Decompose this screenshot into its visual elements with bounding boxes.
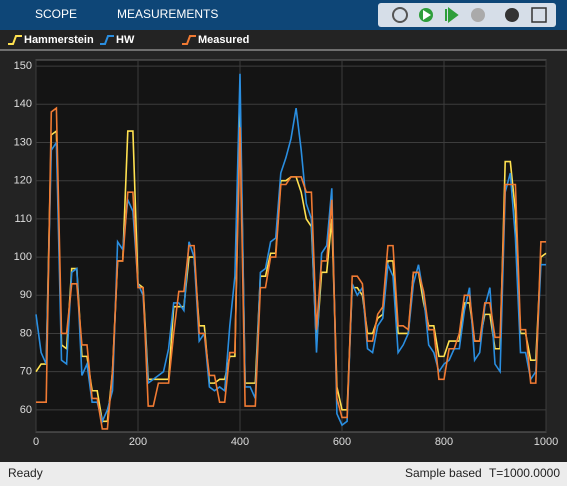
settings-icon[interactable] bbox=[392, 7, 408, 23]
legend-swatch bbox=[182, 35, 196, 45]
y-tick-label: 100 bbox=[14, 251, 32, 263]
mode-text: Sample based bbox=[405, 466, 482, 480]
x-tick-label: 0 bbox=[33, 436, 39, 448]
tab[interactable]: MEASUREMENTS bbox=[117, 7, 218, 21]
run-glyph bbox=[423, 10, 431, 20]
series-line bbox=[35, 73, 546, 427]
x-tick-label: 800 bbox=[435, 436, 453, 448]
y-tick-label: 70 bbox=[20, 366, 32, 378]
x-tick-label: 1000 bbox=[534, 436, 558, 448]
tab[interactable]: SCOPE bbox=[35, 7, 77, 21]
legend-swatch bbox=[8, 35, 22, 45]
x-tick-label: 600 bbox=[333, 436, 351, 448]
legend-label: Measured bbox=[198, 34, 249, 46]
status-text: Ready bbox=[8, 466, 43, 480]
y-tick-label: 120 bbox=[14, 175, 32, 187]
y-tick-label: 140 bbox=[14, 98, 32, 110]
legend-label: HW bbox=[116, 34, 135, 46]
help-icon[interactable] bbox=[505, 8, 519, 22]
y-tick-label: 130 bbox=[14, 136, 32, 148]
y-tick-label: 60 bbox=[20, 404, 32, 416]
step-icon[interactable] bbox=[445, 7, 459, 23]
legend-swatch bbox=[100, 35, 114, 45]
y-tick-label: 80 bbox=[20, 327, 32, 339]
y-tick-label: 90 bbox=[20, 289, 32, 301]
status-bar bbox=[0, 462, 567, 486]
x-tick-label: 400 bbox=[231, 436, 249, 448]
x-tick-label: 200 bbox=[129, 436, 147, 448]
legend-label: Hammerstein bbox=[24, 34, 94, 46]
toolstrip bbox=[378, 3, 556, 27]
stop-icon[interactable] bbox=[471, 8, 485, 22]
undock-icon[interactable] bbox=[531, 7, 547, 23]
y-tick-label: 110 bbox=[14, 213, 32, 225]
time-text: T=1000.0000 bbox=[489, 466, 560, 480]
y-tick-label: 150 bbox=[14, 60, 32, 72]
series-line bbox=[36, 106, 546, 430]
